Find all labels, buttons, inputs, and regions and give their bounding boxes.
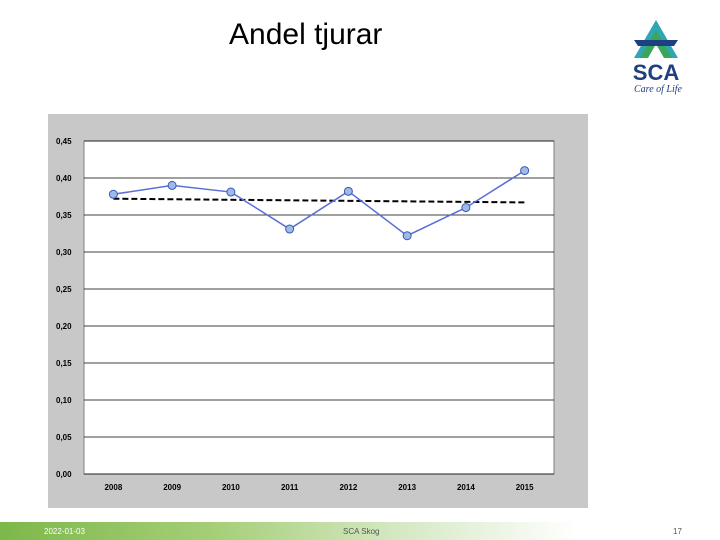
y-tick-label: 0,30	[56, 248, 72, 257]
footer-center-text: SCA Skog	[343, 527, 380, 536]
x-tick-label: 2011	[281, 483, 299, 492]
plot-area	[83, 140, 555, 475]
y-tick-label: 0,05	[56, 433, 72, 442]
chart-frame: 0,45 0,40 0,35 0,30 0,25 0,20 0,15 0,10 0,05 0,00…	[48, 114, 588, 508]
trend-line	[113, 197, 525, 204]
sca-logo-mark	[634, 20, 678, 58]
y-tick-label: 0,35	[56, 211, 72, 220]
x-tick-label: 2014	[457, 483, 475, 492]
footer-bar	[0, 522, 720, 540]
x-tick-label: 2015	[516, 483, 534, 492]
x-tick-label: 2009	[163, 483, 181, 492]
x-tick-label: 2012	[339, 483, 357, 492]
series-line	[113, 169, 526, 237]
y-tick-label: 0,40	[56, 174, 72, 183]
x-tick-label: 2013	[398, 483, 416, 492]
data-point	[461, 203, 471, 213]
logo-brand: SCA	[632, 60, 680, 85]
y-tick-label: 0,20	[56, 322, 72, 331]
data-point	[520, 166, 530, 176]
data-point	[167, 180, 177, 190]
data-point	[343, 186, 353, 196]
page-number: 17	[673, 527, 682, 536]
y-tick-label: 0,00	[56, 470, 72, 479]
x-tick-label: 2008	[104, 483, 122, 492]
footer-date: 2022-01-03	[44, 527, 85, 536]
slide-title: Andel tjurar	[229, 18, 383, 51]
y-tick-label: 0,10	[56, 396, 72, 405]
sca-logo: SCA Care of Life	[628, 18, 684, 98]
line-chart: 0,45 0,40 0,35 0,30 0,25 0,20 0,15 0,10 0,05 0,00…	[56, 137, 555, 492]
data-point	[108, 189, 118, 199]
data-point	[226, 187, 236, 197]
data-point	[285, 224, 295, 234]
logo-tagline: Care of Life	[634, 84, 682, 95]
y-tick-label: 0,15	[56, 359, 72, 368]
data-point	[402, 231, 412, 241]
y-tick-label: 0,45	[56, 137, 72, 146]
x-tick-label: 2010	[222, 483, 240, 492]
y-tick-label: 0,25	[56, 285, 72, 294]
